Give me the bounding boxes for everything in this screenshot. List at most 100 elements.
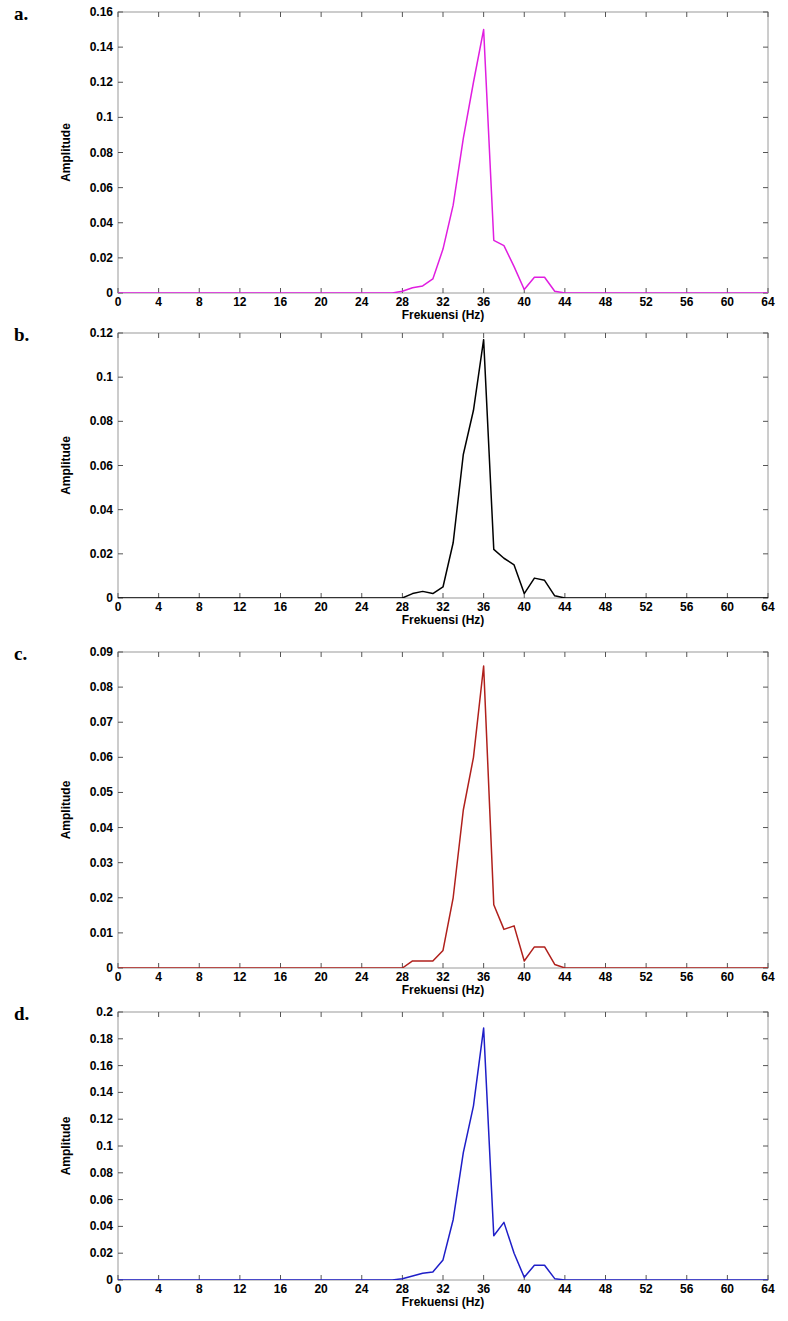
y-tick-label: 0.03 — [90, 856, 114, 870]
x-tick-label: 32 — [436, 1282, 450, 1296]
x-tick — [158, 652, 159, 657]
x-tick — [686, 1012, 687, 1017]
x-tick-label: 20 — [314, 600, 328, 614]
x-tick — [443, 333, 444, 338]
x-tick-label: 48 — [599, 295, 613, 309]
x-tick-label: 16 — [274, 1282, 288, 1296]
x-tick-label: 64 — [761, 295, 775, 309]
y-tick-label: 0.04 — [90, 503, 114, 517]
x-tick-label: 44 — [558, 1282, 572, 1296]
y-tick-label: 0.06 — [90, 459, 114, 473]
x-tick-label: 24 — [355, 295, 369, 309]
x-tick-label: 20 — [314, 1282, 328, 1296]
y-tick — [118, 897, 123, 898]
y-tick — [763, 1065, 768, 1066]
x-tick-label: 16 — [274, 295, 288, 309]
y-tick — [763, 222, 768, 223]
y-tick-label: 0.14 — [90, 1085, 114, 1099]
y-tick-label: 0.01 — [90, 926, 114, 940]
x-tick — [280, 12, 281, 17]
x-tick-label: 60 — [721, 295, 735, 309]
y-tick — [118, 932, 123, 933]
x-tick-label: 28 — [396, 1282, 410, 1296]
y-tick — [763, 47, 768, 48]
x-tick-label: 0 — [115, 295, 122, 309]
y-tick — [763, 377, 768, 378]
y-tick — [118, 827, 123, 828]
x-tick — [686, 652, 687, 657]
y-tick-label: 0.2 — [96, 1005, 113, 1019]
x-tick — [646, 333, 647, 338]
x-tick — [564, 12, 565, 17]
x-tick — [402, 652, 403, 657]
y-tick — [118, 421, 123, 422]
x-tick-label: 64 — [761, 600, 775, 614]
x-tick — [605, 333, 606, 338]
x-tick-label: 4 — [155, 600, 162, 614]
x-tick-label: 4 — [155, 1282, 162, 1296]
x-tick — [483, 288, 484, 293]
x-tick — [646, 652, 647, 657]
x-tick — [321, 1012, 322, 1017]
x-tick — [239, 1012, 240, 1017]
x-tick — [402, 333, 403, 338]
y-tick-label: 0 — [106, 286, 113, 300]
x-tick — [768, 333, 769, 338]
x-tick — [483, 652, 484, 657]
y-tick — [763, 722, 768, 723]
x-tick-label: 24 — [355, 970, 369, 984]
x-tick — [727, 12, 728, 17]
y-tick — [118, 1092, 123, 1093]
x-axis-title: Frekuensi (Hz) — [402, 613, 485, 627]
y-axis-title: Amplitude — [59, 436, 73, 495]
x-tick — [199, 333, 200, 338]
y-tick-label: 0.08 — [90, 1166, 114, 1180]
x-tick-label: 48 — [599, 970, 613, 984]
y-tick — [118, 257, 123, 258]
x-tick — [199, 1012, 200, 1017]
y-tick — [763, 465, 768, 466]
x-tick — [443, 1275, 444, 1280]
x-tick-label: 44 — [558, 970, 572, 984]
y-tick-label: 0.02 — [90, 891, 114, 905]
x-tick — [118, 652, 119, 657]
y-tick — [763, 117, 768, 118]
x-tick-label: 8 — [196, 970, 203, 984]
y-tick-label: 0.08 — [90, 414, 114, 428]
x-tick-label: 52 — [639, 295, 653, 309]
y-tick — [763, 827, 768, 828]
y-tick-label: 0.18 — [90, 1032, 114, 1046]
x-tick — [483, 1012, 484, 1017]
data-group — [118, 30, 768, 293]
y-tick — [763, 257, 768, 258]
x-tick — [361, 1012, 362, 1017]
x-tick — [564, 652, 565, 657]
y-tick — [118, 757, 123, 758]
y-tick — [118, 1226, 123, 1227]
spectrum-line — [118, 666, 768, 968]
x-tick — [239, 652, 240, 657]
y-tick — [763, 152, 768, 153]
y-tick — [118, 687, 123, 688]
x-tick-label: 12 — [233, 1282, 247, 1296]
x-tick — [524, 963, 525, 968]
x-tick-label: 24 — [355, 1282, 369, 1296]
y-tick — [763, 1172, 768, 1173]
y-tick — [763, 1012, 768, 1013]
y-tick — [118, 333, 123, 334]
y-tick — [118, 1012, 123, 1013]
y-tick-label: 0 — [106, 961, 113, 975]
x-tick-label: 48 — [599, 1282, 613, 1296]
x-tick — [158, 12, 159, 17]
x-tick — [483, 593, 484, 598]
x-tick — [280, 1012, 281, 1017]
x-tick — [443, 1012, 444, 1017]
x-tick-label: 28 — [396, 970, 410, 984]
y-axis-title: Amplitude — [59, 123, 73, 182]
x-tick-label: 40 — [518, 295, 532, 309]
x-tick — [118, 333, 119, 338]
x-tick — [361, 652, 362, 657]
x-tick-label: 60 — [721, 970, 735, 984]
y-tick — [763, 862, 768, 863]
plot-frame — [118, 333, 768, 598]
